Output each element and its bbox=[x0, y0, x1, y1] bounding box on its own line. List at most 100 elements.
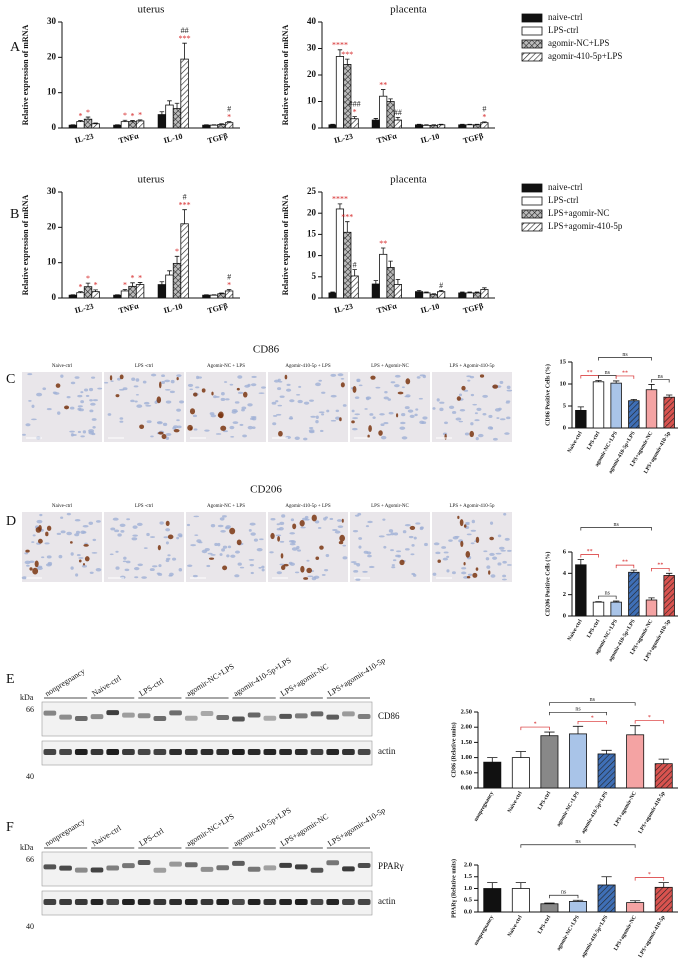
stain bbox=[409, 525, 416, 530]
significance-bracket bbox=[615, 375, 635, 379]
nucleus bbox=[46, 408, 52, 411]
bar bbox=[76, 121, 85, 129]
y-tick-label: 20 bbox=[307, 207, 317, 217]
y-tick-label: 1.5 bbox=[464, 873, 473, 880]
nucleus bbox=[420, 526, 424, 530]
significance-bracket bbox=[549, 894, 579, 899]
nucleus bbox=[261, 386, 266, 389]
nucleus bbox=[281, 514, 286, 518]
nucleus bbox=[97, 387, 103, 390]
x-tick-label: TNFα bbox=[118, 131, 141, 145]
band bbox=[357, 713, 371, 719]
nucleus bbox=[486, 565, 491, 569]
stain bbox=[368, 425, 372, 433]
significance-mark: ## bbox=[394, 108, 402, 117]
nucleus bbox=[172, 426, 177, 430]
nucleus bbox=[392, 559, 397, 562]
nucleus bbox=[179, 400, 185, 404]
legend-label: naive-ctrl bbox=[548, 12, 583, 22]
stain bbox=[281, 565, 286, 571]
stain bbox=[303, 577, 309, 580]
stain bbox=[25, 549, 30, 553]
micrograph-label: LPS + Agomir-NC bbox=[371, 504, 409, 509]
bar bbox=[472, 124, 482, 129]
stain bbox=[378, 430, 383, 436]
legend-label: LPS+agomir-410-5p bbox=[548, 221, 623, 231]
bar bbox=[371, 283, 380, 299]
error-bar bbox=[174, 255, 180, 264]
nucleus bbox=[497, 534, 502, 538]
nucleus bbox=[237, 391, 244, 394]
band bbox=[122, 899, 135, 905]
error-bar bbox=[601, 749, 612, 754]
error-bar bbox=[577, 559, 585, 565]
stain bbox=[399, 559, 405, 566]
significance-mark: ## bbox=[181, 26, 189, 35]
lane-label: agomir-NC+LPS bbox=[185, 812, 236, 849]
stain bbox=[370, 375, 376, 380]
bar bbox=[350, 118, 359, 129]
lane-label: LPS-ctrl bbox=[138, 826, 166, 848]
micrograph-label: Naive-ctrl bbox=[52, 504, 73, 509]
bar bbox=[217, 293, 226, 299]
significance-mark: * bbox=[131, 274, 135, 283]
stain bbox=[69, 541, 73, 544]
nucleus bbox=[318, 411, 325, 414]
y-tick-label: 0.0 bbox=[464, 908, 472, 915]
nucleus bbox=[383, 545, 387, 549]
error-bar bbox=[78, 120, 83, 122]
error-bar bbox=[630, 399, 638, 401]
band bbox=[184, 715, 198, 721]
nucleus bbox=[162, 422, 168, 427]
band bbox=[247, 866, 261, 872]
nucleus bbox=[451, 571, 456, 575]
nucleus bbox=[122, 387, 128, 391]
significance-mark: * bbox=[94, 281, 98, 290]
nucleus bbox=[436, 398, 440, 402]
nucleus bbox=[28, 399, 32, 402]
significance-bracket bbox=[651, 379, 670, 383]
nucleus bbox=[505, 401, 510, 404]
lane-label: nonpregnancy bbox=[43, 817, 86, 849]
nucleus bbox=[95, 568, 102, 572]
nucleus bbox=[394, 374, 401, 378]
nucleus bbox=[77, 405, 83, 408]
bar bbox=[483, 761, 502, 789]
bar bbox=[663, 396, 675, 429]
error-bar bbox=[467, 123, 472, 125]
nucleus bbox=[251, 426, 256, 430]
y-tick-label: 20 bbox=[47, 221, 57, 231]
nucleus bbox=[52, 391, 57, 394]
error-bar bbox=[330, 291, 335, 293]
nucleus bbox=[443, 551, 449, 554]
nucleus bbox=[258, 566, 262, 569]
error-bar bbox=[78, 291, 83, 293]
nucleus bbox=[230, 554, 236, 558]
stain bbox=[161, 434, 167, 440]
nucleus bbox=[276, 571, 282, 575]
lane-label: nonpregnancy bbox=[43, 667, 86, 699]
stain bbox=[292, 523, 297, 530]
band bbox=[294, 864, 308, 870]
nucleus bbox=[58, 554, 63, 559]
nucleus bbox=[76, 554, 81, 557]
nucleus bbox=[482, 394, 488, 398]
nucleus bbox=[309, 399, 314, 402]
y-tick-label: 0 bbox=[563, 612, 566, 619]
nucleus bbox=[221, 548, 225, 552]
nucleus bbox=[388, 411, 394, 415]
nucleus bbox=[286, 383, 291, 387]
stain bbox=[461, 385, 466, 391]
micrograph-label: Naive-ctrl bbox=[52, 364, 73, 369]
significance-label: * bbox=[591, 716, 594, 722]
nucleus bbox=[223, 381, 228, 383]
nucleus bbox=[122, 560, 127, 563]
nucleus bbox=[362, 570, 368, 573]
bar bbox=[645, 389, 658, 429]
bar bbox=[465, 124, 474, 129]
nucleus bbox=[130, 399, 135, 403]
error-bar bbox=[424, 124, 429, 126]
error-bar bbox=[137, 282, 143, 285]
band bbox=[357, 863, 371, 869]
nucleus bbox=[248, 528, 252, 532]
